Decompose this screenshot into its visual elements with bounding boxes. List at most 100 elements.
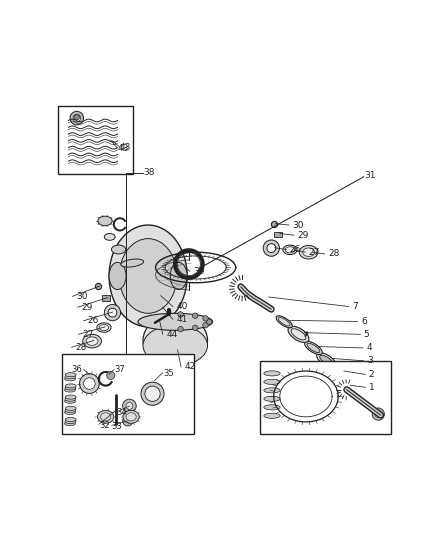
Ellipse shape	[65, 375, 76, 379]
Text: 34: 34	[117, 408, 127, 417]
Bar	[102, 295, 110, 301]
Ellipse shape	[83, 334, 102, 348]
Text: 4: 4	[366, 343, 372, 352]
Ellipse shape	[123, 410, 139, 423]
Text: 30: 30	[293, 221, 304, 230]
Ellipse shape	[65, 395, 76, 399]
Ellipse shape	[138, 313, 212, 330]
Circle shape	[375, 411, 381, 417]
Text: 33: 33	[112, 422, 123, 431]
Ellipse shape	[65, 373, 76, 377]
Ellipse shape	[70, 111, 84, 125]
Circle shape	[178, 326, 183, 332]
Ellipse shape	[98, 216, 112, 225]
Text: 26: 26	[290, 245, 301, 254]
Text: 42: 42	[184, 362, 196, 372]
Ellipse shape	[264, 397, 280, 401]
Text: 41: 41	[176, 315, 187, 324]
Ellipse shape	[80, 374, 99, 393]
Ellipse shape	[65, 384, 76, 388]
Ellipse shape	[264, 413, 280, 418]
Circle shape	[203, 322, 208, 328]
Text: 3: 3	[367, 357, 373, 365]
Text: 28: 28	[328, 249, 339, 259]
Ellipse shape	[126, 413, 136, 421]
Text: 38: 38	[144, 167, 155, 176]
Ellipse shape	[143, 325, 208, 366]
Ellipse shape	[283, 245, 297, 255]
Circle shape	[74, 115, 80, 120]
Polygon shape	[342, 378, 357, 395]
Ellipse shape	[64, 388, 75, 392]
Ellipse shape	[264, 379, 280, 384]
Ellipse shape	[320, 356, 333, 365]
Ellipse shape	[264, 371, 280, 376]
Text: 31: 31	[364, 171, 376, 180]
Text: 32: 32	[99, 421, 110, 430]
Text: 7: 7	[352, 302, 357, 311]
Text: 2: 2	[369, 370, 374, 379]
Circle shape	[192, 313, 198, 318]
Ellipse shape	[276, 316, 292, 328]
Ellipse shape	[64, 410, 75, 415]
Ellipse shape	[141, 382, 164, 405]
Ellipse shape	[65, 397, 76, 401]
Bar	[260, 361, 391, 434]
Bar	[61, 354, 194, 434]
Text: 35: 35	[163, 369, 174, 378]
Ellipse shape	[299, 245, 318, 259]
Ellipse shape	[86, 337, 98, 345]
Ellipse shape	[64, 399, 75, 403]
Text: 29: 29	[81, 303, 92, 312]
Text: 26: 26	[87, 316, 99, 325]
Ellipse shape	[101, 413, 111, 421]
Ellipse shape	[285, 247, 295, 253]
Ellipse shape	[111, 245, 126, 254]
Text: 30: 30	[76, 292, 87, 301]
Ellipse shape	[109, 262, 126, 289]
Ellipse shape	[331, 366, 348, 378]
Circle shape	[126, 402, 133, 409]
Ellipse shape	[109, 225, 187, 327]
Bar	[58, 106, 133, 174]
Circle shape	[372, 408, 385, 420]
Ellipse shape	[65, 408, 76, 413]
Ellipse shape	[121, 259, 144, 267]
Circle shape	[263, 240, 279, 256]
Ellipse shape	[143, 314, 208, 367]
Ellipse shape	[288, 326, 309, 343]
Text: 43: 43	[120, 143, 131, 152]
Ellipse shape	[104, 233, 115, 240]
Circle shape	[192, 325, 198, 330]
Text: 37: 37	[114, 366, 125, 375]
Ellipse shape	[64, 377, 75, 381]
Text: 6: 6	[361, 317, 367, 326]
Text: 40: 40	[176, 302, 187, 311]
Circle shape	[104, 304, 120, 321]
Text: 29: 29	[297, 231, 309, 240]
Ellipse shape	[307, 343, 320, 352]
Ellipse shape	[65, 406, 76, 410]
Circle shape	[178, 312, 183, 317]
Circle shape	[345, 382, 353, 390]
Ellipse shape	[99, 325, 109, 330]
Circle shape	[108, 308, 117, 317]
Circle shape	[123, 416, 133, 426]
Text: 36: 36	[72, 366, 82, 375]
Text: 5: 5	[364, 330, 369, 339]
Circle shape	[267, 244, 276, 253]
Text: 27: 27	[309, 248, 320, 257]
Ellipse shape	[264, 388, 280, 393]
Text: 28: 28	[75, 343, 86, 352]
Circle shape	[206, 319, 212, 325]
Ellipse shape	[119, 239, 177, 313]
Ellipse shape	[65, 386, 76, 390]
Ellipse shape	[317, 353, 336, 368]
Ellipse shape	[145, 386, 160, 401]
Text: 1: 1	[369, 383, 374, 392]
Ellipse shape	[304, 341, 322, 354]
Ellipse shape	[65, 419, 76, 424]
Circle shape	[203, 316, 208, 321]
Text: 27: 27	[82, 330, 93, 339]
Bar	[274, 232, 282, 237]
